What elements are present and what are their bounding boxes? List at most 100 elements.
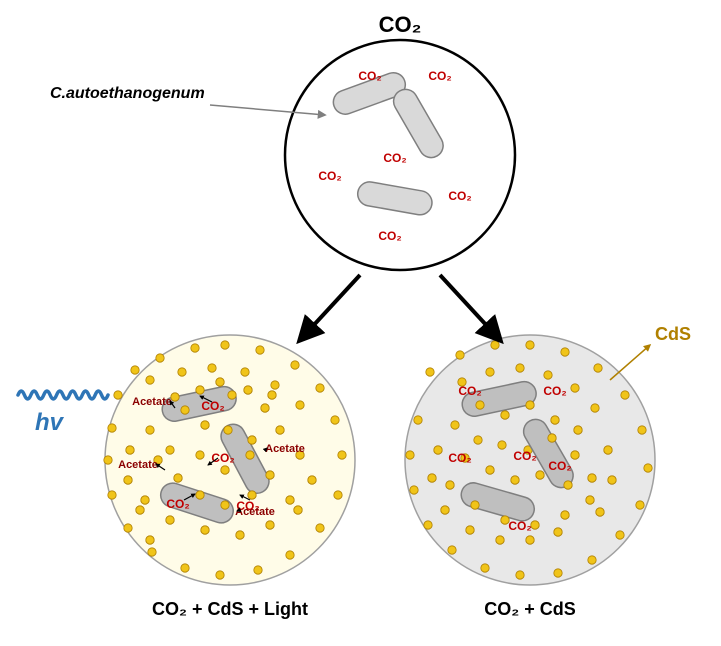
co2-label: CO₂	[513, 449, 536, 463]
hv-label: hv	[35, 409, 65, 436]
cds-nanoparticle	[286, 551, 294, 559]
cds-nanoparticle	[156, 354, 164, 362]
cds-nanoparticle	[181, 564, 189, 572]
cds-nanoparticle	[621, 391, 629, 399]
cds-nanoparticle	[141, 496, 149, 504]
cds-nanoparticle	[561, 511, 569, 519]
co2-label: CO₂	[318, 169, 341, 183]
cds-nanoparticle	[108, 491, 116, 499]
cds-nanoparticle	[254, 566, 262, 574]
cds-nanoparticle	[256, 346, 264, 354]
cds-nanoparticle	[268, 391, 276, 399]
cds-nanoparticle	[114, 391, 122, 399]
cds-nanoparticle	[216, 378, 224, 386]
cds-nanoparticle	[334, 491, 342, 499]
cds-leader	[610, 345, 650, 380]
cds-nanoparticle	[471, 501, 479, 509]
cds-nanoparticle	[476, 401, 484, 409]
cds-nanoparticle	[316, 524, 324, 532]
cds-nanoparticle	[554, 528, 562, 536]
cds-nanoparticle	[501, 411, 509, 419]
light-wave-icon	[18, 391, 108, 399]
co2-label: CO₂	[448, 189, 471, 203]
cds-nanoparticle	[526, 536, 534, 544]
cds-nanoparticle	[181, 406, 189, 414]
cds-nanoparticle	[526, 401, 534, 409]
cds-nanoparticle	[551, 416, 559, 424]
cds-nanoparticle	[126, 446, 134, 454]
cds-nanoparticle	[124, 524, 132, 532]
cds-nanoparticle	[216, 571, 224, 579]
cds-nanoparticle	[588, 474, 596, 482]
cds-nanoparticle	[266, 471, 274, 479]
cds-nanoparticle	[571, 384, 579, 392]
cds-nanoparticle	[571, 451, 579, 459]
co2-label: CO₂	[428, 69, 451, 83]
cds-nanoparticle	[516, 364, 524, 372]
cds-nanoparticle	[536, 471, 544, 479]
cds-nanoparticle	[224, 426, 232, 434]
cds-nanoparticle	[451, 421, 459, 429]
cds-nanoparticle	[644, 464, 652, 472]
cds-nanoparticle	[166, 446, 174, 454]
cds-nanoparticle	[466, 526, 474, 534]
cds-nanoparticle	[544, 371, 552, 379]
cds-nanoparticle	[308, 476, 316, 484]
cds-nanoparticle	[196, 386, 204, 394]
flow-arrow	[300, 275, 360, 340]
cds-nanoparticle	[196, 451, 204, 459]
cds-nanoparticle	[516, 571, 524, 579]
cds-nanoparticle	[331, 416, 339, 424]
co2-label: CO₂	[378, 229, 401, 243]
cds-nanoparticle	[296, 401, 304, 409]
cds-nanoparticle	[406, 451, 414, 459]
cds-nanoparticle	[191, 344, 199, 352]
cds-nanoparticle	[414, 416, 422, 424]
cds-nanoparticle	[146, 426, 154, 434]
cds-nanoparticle	[246, 451, 254, 459]
cds-nanoparticle	[636, 501, 644, 509]
cds-nanoparticle	[424, 521, 432, 529]
cds-nanoparticle	[291, 361, 299, 369]
cds-nanoparticle	[166, 516, 174, 524]
co2-label: CO₂	[201, 399, 224, 413]
cds-nanoparticle	[248, 436, 256, 444]
cds-nanoparticle	[124, 476, 132, 484]
co2-label: CO₂	[448, 451, 471, 465]
cds-label: CdS	[655, 324, 691, 344]
cds-nanoparticle	[201, 421, 209, 429]
cds-nanoparticle	[474, 436, 482, 444]
cds-nanoparticle	[434, 446, 442, 454]
cds-nanoparticle	[316, 384, 324, 392]
cds-nanoparticle	[531, 521, 539, 529]
cds-nanoparticle	[594, 364, 602, 372]
cds-nanoparticle	[228, 391, 236, 399]
cds-nanoparticle	[604, 446, 612, 454]
cds-nanoparticle	[410, 486, 418, 494]
cds-nanoparticle	[136, 506, 144, 514]
acetate-label: Acetate	[118, 459, 158, 471]
acetate-label: Acetate	[265, 443, 305, 455]
flow-arrow	[440, 275, 500, 340]
cds-nanoparticle	[426, 368, 434, 376]
cds-nanoparticle	[338, 451, 346, 459]
cds-nanoparticle	[446, 481, 454, 489]
cds-nanoparticle	[496, 536, 504, 544]
cds-nanoparticle	[554, 569, 562, 577]
cds-nanoparticle	[146, 536, 154, 544]
cds-nanoparticle	[146, 376, 154, 384]
cds-nanoparticle	[561, 348, 569, 356]
cds-nanoparticle	[174, 474, 182, 482]
cds-nanoparticle	[261, 404, 269, 412]
cds-nanoparticle	[221, 466, 229, 474]
cds-nanoparticle	[548, 434, 556, 442]
cds-nanoparticle	[178, 368, 186, 376]
co2-label: CO₂	[211, 451, 234, 465]
top-title: CO₂	[379, 12, 422, 37]
cds-nanoparticle	[208, 364, 216, 372]
cds-nanoparticle	[104, 456, 112, 464]
co2-label: CO₂	[458, 384, 481, 398]
cds-nanoparticle	[498, 441, 506, 449]
cds-nanoparticle	[294, 506, 302, 514]
cds-nanoparticle	[248, 491, 256, 499]
